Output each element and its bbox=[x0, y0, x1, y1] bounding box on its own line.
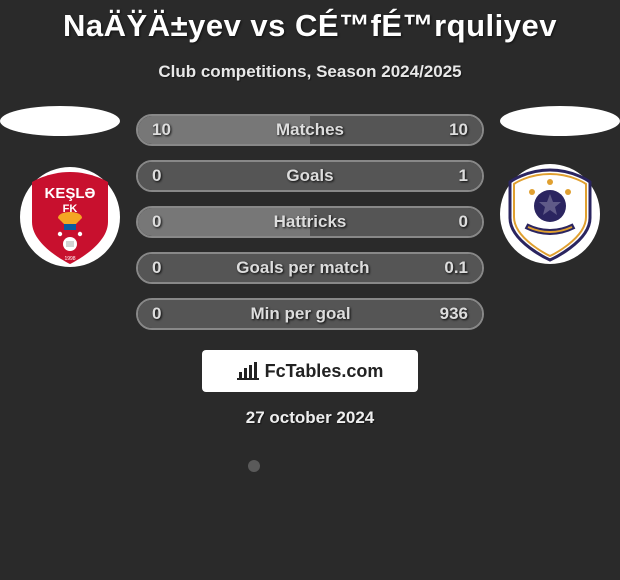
stat-label: Matches bbox=[171, 120, 449, 140]
stat-value-right: 0 bbox=[459, 212, 468, 232]
stat-row: 0Hattricks0 bbox=[136, 206, 484, 238]
stat-value-right: 0.1 bbox=[444, 258, 468, 278]
stat-row: 0Min per goal936 bbox=[136, 298, 484, 330]
brand-text: FcTables.com bbox=[265, 361, 384, 382]
date-label: 27 october 2024 bbox=[0, 408, 620, 428]
stat-value-right: 1 bbox=[459, 166, 468, 186]
stat-value-left: 0 bbox=[152, 258, 161, 278]
subtitle: Club competitions, Season 2024/2025 bbox=[0, 62, 620, 82]
stat-value-left: 0 bbox=[152, 166, 161, 186]
svg-text:1998: 1998 bbox=[64, 256, 75, 262]
widget-root: NaÄŸÄ±yev vs CÉ™fÉ™rquliyev Club competi… bbox=[0, 0, 620, 428]
stat-label: Goals per match bbox=[161, 258, 444, 278]
brand-badge[interactable]: FcTables.com bbox=[202, 350, 418, 392]
crest-left-label: KEŞLƏ bbox=[45, 185, 96, 202]
qarabag-crest-icon bbox=[500, 164, 600, 264]
comparison-area: KEŞLƏ FK 1998 bbox=[0, 114, 620, 428]
team-crest-left: KEŞLƏ FK 1998 bbox=[20, 164, 120, 270]
team-crest-right bbox=[500, 164, 600, 264]
bar-chart-icon bbox=[237, 362, 259, 380]
stat-value-right: 936 bbox=[440, 304, 468, 324]
stat-row: 0Goals per match0.1 bbox=[136, 252, 484, 284]
stat-label: Hattricks bbox=[161, 212, 458, 232]
kesla-crest-icon: KEŞLƏ FK 1998 bbox=[20, 164, 120, 270]
stat-value-left: 0 bbox=[152, 304, 161, 324]
stats-list: 10Matches100Goals10Hattricks00Goals per … bbox=[136, 114, 484, 330]
stat-row: 0Goals1 bbox=[136, 160, 484, 192]
decorative-dot bbox=[248, 460, 260, 472]
page-title: NaÄŸÄ±yev vs CÉ™fÉ™rquliyev bbox=[0, 8, 620, 44]
shadow-ellipse-right bbox=[500, 106, 620, 136]
shadow-ellipse-left bbox=[0, 106, 120, 136]
stat-value-left: 10 bbox=[152, 120, 171, 140]
stat-row: 10Matches10 bbox=[136, 114, 484, 146]
stat-value-right: 10 bbox=[449, 120, 468, 140]
stat-label: Goals bbox=[161, 166, 458, 186]
stat-value-left: 0 bbox=[152, 212, 161, 232]
stat-label: Min per goal bbox=[161, 304, 439, 324]
